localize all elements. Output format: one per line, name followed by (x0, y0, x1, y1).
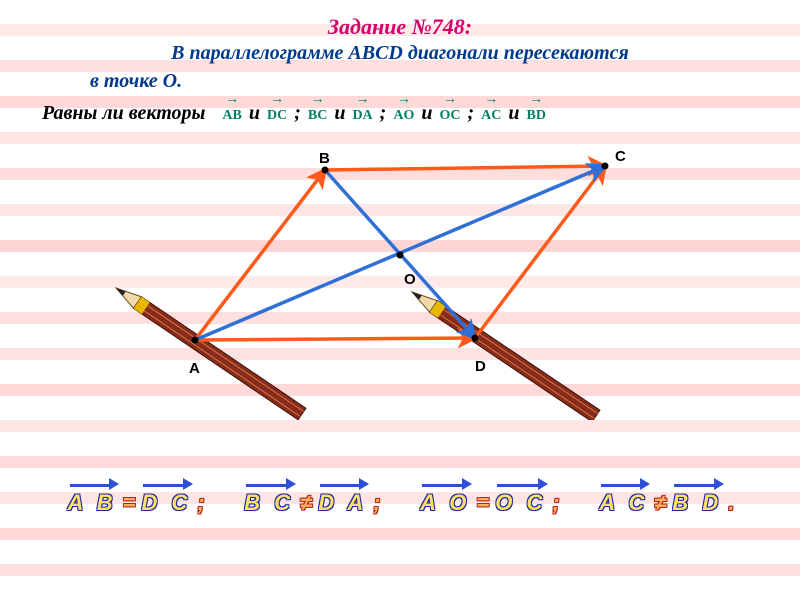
answer-group: A B=D C; (64, 490, 207, 516)
vec-AC: AC (479, 108, 503, 124)
conj: и (421, 102, 432, 124)
point-B (322, 167, 329, 174)
conj: и (334, 102, 345, 124)
vec-AO: AO (391, 108, 416, 124)
relation: = (121, 490, 138, 515)
conj: и (249, 102, 260, 124)
label-C: C (615, 148, 626, 165)
stage: { "header": { "title": "Задание №748:", … (0, 0, 800, 600)
ans-vec: A B (64, 490, 121, 516)
edge-BC (325, 166, 605, 170)
relation: = (474, 490, 491, 515)
label-A: A (189, 360, 200, 377)
problem-line-1: В параллелограмме ABCD диагонали пересек… (0, 42, 800, 65)
edge-AD (195, 338, 475, 340)
ans-vec: B C (240, 490, 298, 516)
question-row: Равны ли векторы AB и DC ; BC и DA ; AO … (42, 102, 548, 125)
task-title: Задание №748: (0, 14, 800, 40)
point-D (472, 335, 479, 342)
question-prefix: Равны ли векторы (42, 102, 205, 124)
ans-vec: D A (314, 490, 371, 516)
sep: ; (550, 490, 561, 515)
ans-vec: A O (416, 490, 474, 516)
ans-vec: O C (491, 490, 550, 516)
problem-line-2: в точке О. (90, 70, 800, 93)
answer-group: A C≠B D. (595, 490, 736, 516)
pencil-icon (408, 286, 600, 420)
relation: ≠ (652, 490, 668, 515)
sep: ; (371, 490, 382, 515)
ans-vec: D C (137, 490, 195, 516)
vector-pairs: AB и DC ; BC и DA ; AO и OC ; AC и BD (220, 102, 548, 124)
sep: . (726, 490, 736, 515)
sep: ; (375, 102, 392, 124)
vec-OC: OC (437, 108, 462, 124)
answers-row: A B=D C;B C≠D A;A O=O C;A C≠B D. (0, 490, 800, 516)
answer-group: A O=O C; (416, 490, 562, 516)
vec-DA: DA (350, 108, 374, 124)
vec-BC: BC (306, 108, 329, 124)
vec-AB: AB (220, 108, 243, 124)
label-O: O (404, 271, 416, 288)
point-C (602, 163, 609, 170)
point-A (192, 337, 199, 344)
relation: ≠ (298, 490, 314, 515)
label-D: D (475, 358, 486, 375)
parallelogram-diagram (50, 140, 750, 420)
point-O (397, 252, 404, 259)
ans-vec: B D (668, 490, 726, 516)
vec-BD: BD (525, 108, 548, 124)
sep: ; (462, 102, 479, 124)
ans-vec: A C (595, 490, 652, 516)
label-B: B (319, 150, 330, 167)
pencil-icon (112, 282, 306, 420)
answer-group: B C≠D A; (240, 490, 382, 516)
sep: ; (195, 490, 206, 515)
vec-DC: DC (265, 108, 289, 124)
conj: и (508, 102, 519, 124)
edge-AB (195, 170, 325, 340)
sep: ; (289, 102, 306, 124)
